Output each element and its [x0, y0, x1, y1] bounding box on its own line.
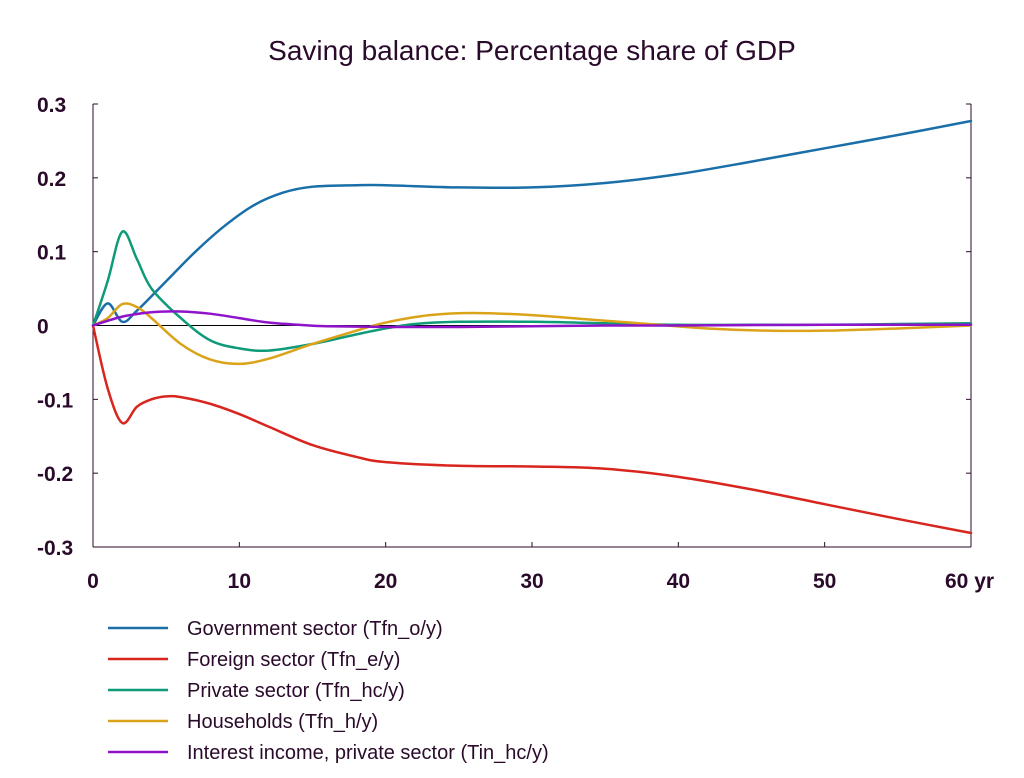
x-tick-label: 10	[228, 570, 251, 593]
legend-label-5: Interest income, private sector (Tin_hc/…	[187, 742, 549, 764]
legend: Government sector (Tfn_o/y) Foreign secto…	[108, 618, 549, 764]
x-tick-label: 50	[813, 570, 836, 593]
y-tick-label: -0.1	[37, 389, 74, 412]
legend-label-2: Foreign sector (Tfn_e/y)	[187, 649, 400, 671]
legend-label-1: Government sector (Tfn_o/y)	[187, 618, 443, 640]
x-tick-label: 0	[87, 570, 99, 593]
plot-area: 0.3 0.2 0.1 0 -0.1 -0.2 -0.3 0 10 20 30 40 50 60 yr	[37, 94, 994, 593]
series-line-5	[91, 310, 973, 329]
series-line-2	[91, 324, 973, 535]
series-line-1	[91, 119, 973, 327]
y-tick-label: -0.2	[37, 463, 73, 486]
x-tick-label: 40	[667, 570, 690, 593]
x-tick-label: 30	[520, 570, 543, 593]
series-line-4	[91, 302, 973, 366]
y-tick-label: 0.2	[37, 168, 66, 191]
x-tick-label: 60 yr	[945, 570, 994, 593]
y-tick-label: 0.3	[37, 94, 66, 117]
chart-title: Saving balance: Percentage share of GDP	[268, 35, 796, 66]
x-tick-label: 20	[374, 570, 397, 593]
legend-label-4: Households (Tfn_h/y)	[187, 711, 378, 733]
y-tick-label: -0.3	[37, 537, 73, 560]
series-line-3	[91, 230, 973, 353]
legend-label-3: Private sector (Tfn_hc/y)	[187, 680, 405, 702]
y-tick-label: 0	[37, 316, 49, 339]
y-tick-label: 0.1	[37, 242, 67, 265]
